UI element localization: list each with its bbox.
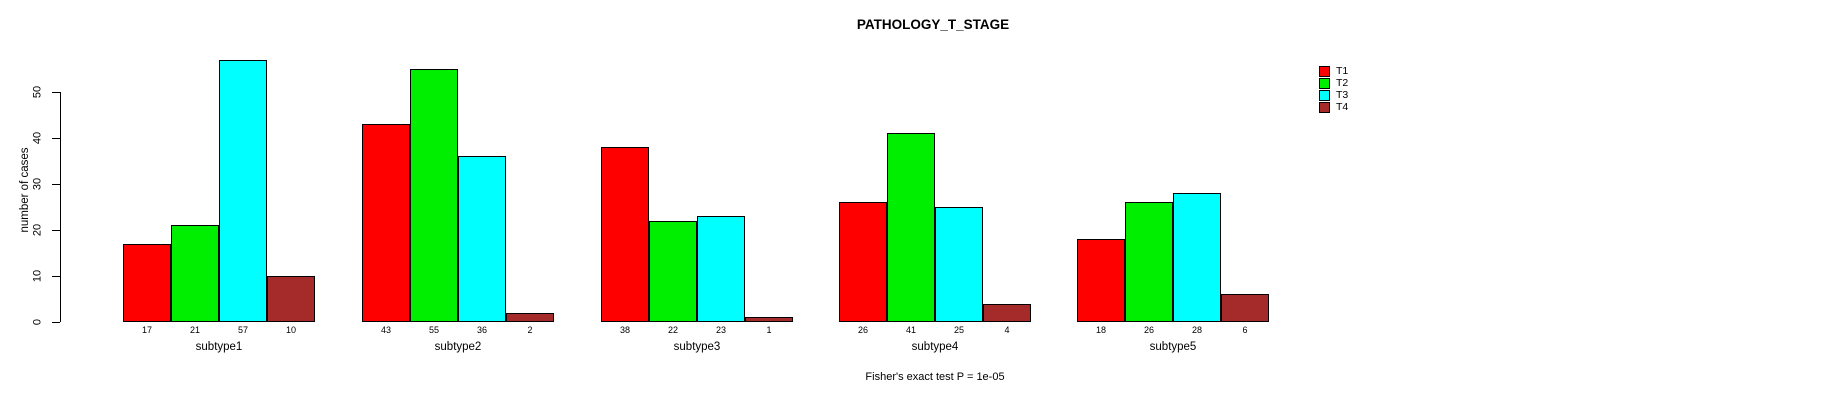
bar-t3-subtype5 (1173, 193, 1221, 322)
bar-value-label: 4 (1004, 325, 1010, 335)
bar-value-label: 18 (1095, 325, 1106, 335)
bar-t2-subtype1 (171, 225, 219, 322)
bar-t4-subtype3 (745, 317, 793, 322)
bar-t4-subtype2 (506, 312, 554, 322)
bar-t4-subtype5 (1221, 294, 1269, 322)
bar-t3-subtype3 (697, 216, 745, 322)
y-tick (52, 138, 60, 139)
footnote: Fisher's exact test P = 1e-05 (865, 371, 1005, 383)
bar-value-label: 26 (1143, 325, 1154, 335)
bar-value-label: 17 (141, 325, 152, 335)
category-label: subtype1 (195, 341, 243, 353)
bar-value-label: 21 (189, 325, 200, 335)
bar-value-label: 1 (766, 325, 772, 335)
bar-value-label: 43 (380, 325, 391, 335)
category-label: subtype3 (673, 341, 721, 353)
bar-value-label: 10 (285, 325, 296, 335)
bar-value-label: 23 (715, 325, 726, 335)
chart-title: PATHOLOGY_T_STAGE (856, 17, 1010, 32)
bar-value-label: 38 (619, 325, 630, 335)
bar-value-label: 26 (857, 325, 868, 335)
legend-label-t1: T1 (1336, 65, 1349, 77)
bar-t2-subtype4 (887, 133, 935, 322)
bar-t1-subtype2 (362, 124, 410, 322)
bar-value-label: 28 (1191, 325, 1202, 335)
bar-t1-subtype1 (123, 243, 171, 322)
legend-label-t3: T3 (1336, 89, 1349, 101)
bar-t4-subtype4 (983, 303, 1031, 322)
legend-label-t2: T2 (1336, 77, 1349, 89)
bar-value-label: 55 (428, 325, 439, 335)
y-tick (52, 230, 60, 231)
bar-value-label: 6 (1242, 325, 1248, 335)
y-axis-line (60, 92, 61, 322)
bar-t3-subtype4 (935, 207, 983, 322)
bar-t1-subtype4 (839, 202, 887, 322)
bar-t1-subtype3 (601, 147, 649, 322)
legend-label-t4: T4 (1336, 101, 1349, 113)
bar-value-label: 57 (237, 325, 248, 335)
category-label: subtype4 (911, 341, 959, 353)
bar-value-label: 22 (667, 325, 678, 335)
bar-t4-subtype1 (267, 276, 315, 322)
y-tick (52, 276, 60, 277)
bar-t2-subtype2 (410, 69, 458, 322)
legend-swatch-t4 (1319, 102, 1330, 113)
legend-swatch-t2 (1319, 78, 1330, 89)
category-label: subtype2 (434, 341, 482, 353)
bar-value-label: 25 (953, 325, 964, 335)
bar-t3-subtype1 (219, 59, 267, 322)
legend-swatch-t3 (1319, 90, 1330, 101)
bar-value-label: 41 (905, 325, 916, 335)
bar-t2-subtype5 (1125, 202, 1173, 322)
bar-t3-subtype2 (458, 156, 506, 322)
bar-value-label: 2 (527, 325, 533, 335)
bar-value-label: 36 (476, 325, 487, 335)
legend-swatch-t1 (1319, 66, 1330, 77)
category-label: subtype5 (1149, 341, 1197, 353)
y-tick (52, 92, 60, 93)
bar-t2-subtype3 (649, 220, 697, 322)
y-tick (52, 184, 60, 185)
y-tick (52, 322, 60, 323)
bar-t1-subtype5 (1077, 239, 1125, 322)
